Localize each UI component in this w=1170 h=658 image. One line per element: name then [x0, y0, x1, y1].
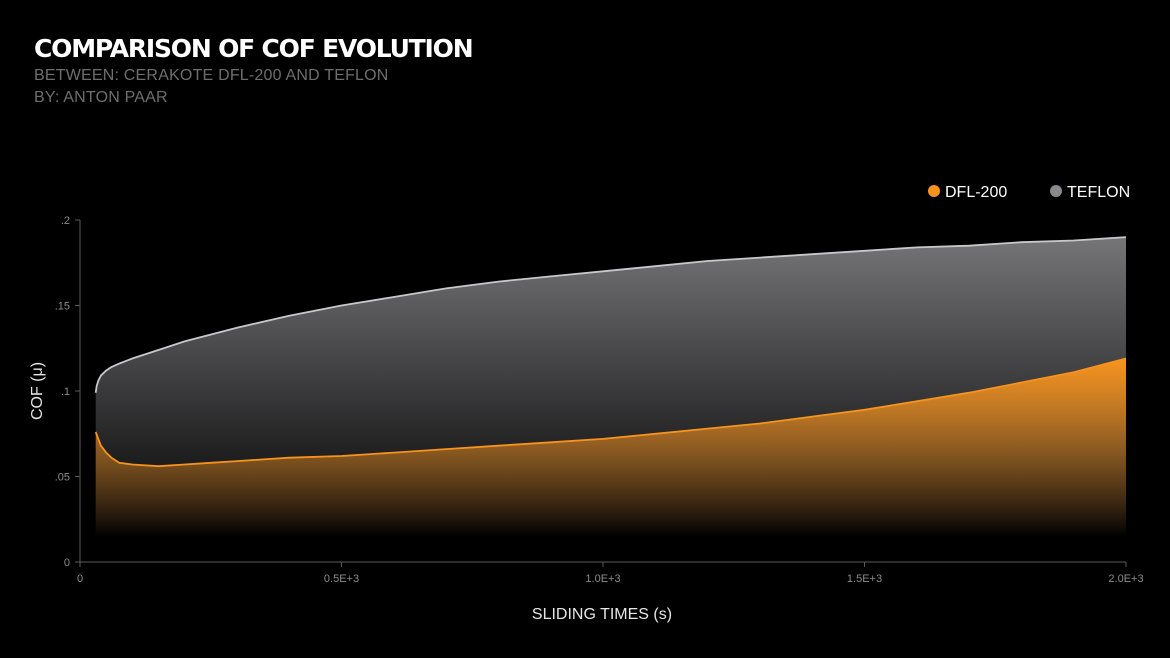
axes: 0 .05 .1 .15 .2 0 0.5E+3 1.0E+3 1.5E+3 2.0E+3 — [55, 215, 1144, 585]
dfl-200-legend-marker — [928, 185, 940, 197]
teflon-legend-marker — [1050, 185, 1062, 197]
chart-subtitle-by: BY: ANTON PAAR — [34, 89, 168, 106]
plot-areas — [95, 237, 1127, 537]
x-tick-label: 0.5E+3 — [324, 573, 359, 585]
x-axis-title: SLIDING TIMES (s) — [532, 606, 672, 623]
plot-lines — [94, 236, 1127, 468]
x-tick-label: 1.0E+3 — [585, 573, 620, 585]
chart-title: COMPARISON OF COF EVOLUTION — [34, 34, 474, 63]
y-tick-label: .15 — [55, 301, 70, 313]
y-tick-label: .05 — [55, 472, 70, 484]
y-tick-label: .2 — [61, 215, 70, 227]
dfl-200-line — [94, 357, 1127, 468]
legend: DFL-200 TEFLON — [928, 184, 1130, 201]
x-tick-label: 0 — [77, 573, 83, 585]
teflon-legend-label: TEFLON — [1067, 184, 1130, 201]
y-tick-label: 0 — [64, 557, 70, 569]
dfl-200-area — [95, 358, 1127, 537]
teflon-line — [94, 236, 1127, 393]
x-tick-label: 2.0E+3 — [1108, 573, 1143, 585]
header: COMPARISON OF COF EVOLUTION BETWEEN: CER… — [34, 34, 474, 108]
y-tick-label: .1 — [61, 386, 70, 398]
x-tick-label: 1.5E+3 — [847, 573, 882, 585]
dfl-200-legend-label: DFL-200 — [945, 184, 1007, 201]
chart-subtitle-between: BETWEEN: CERAKOTE DFL-200 AND TEFLON — [34, 67, 389, 84]
y-axis-title: COF (μ) — [29, 362, 46, 420]
